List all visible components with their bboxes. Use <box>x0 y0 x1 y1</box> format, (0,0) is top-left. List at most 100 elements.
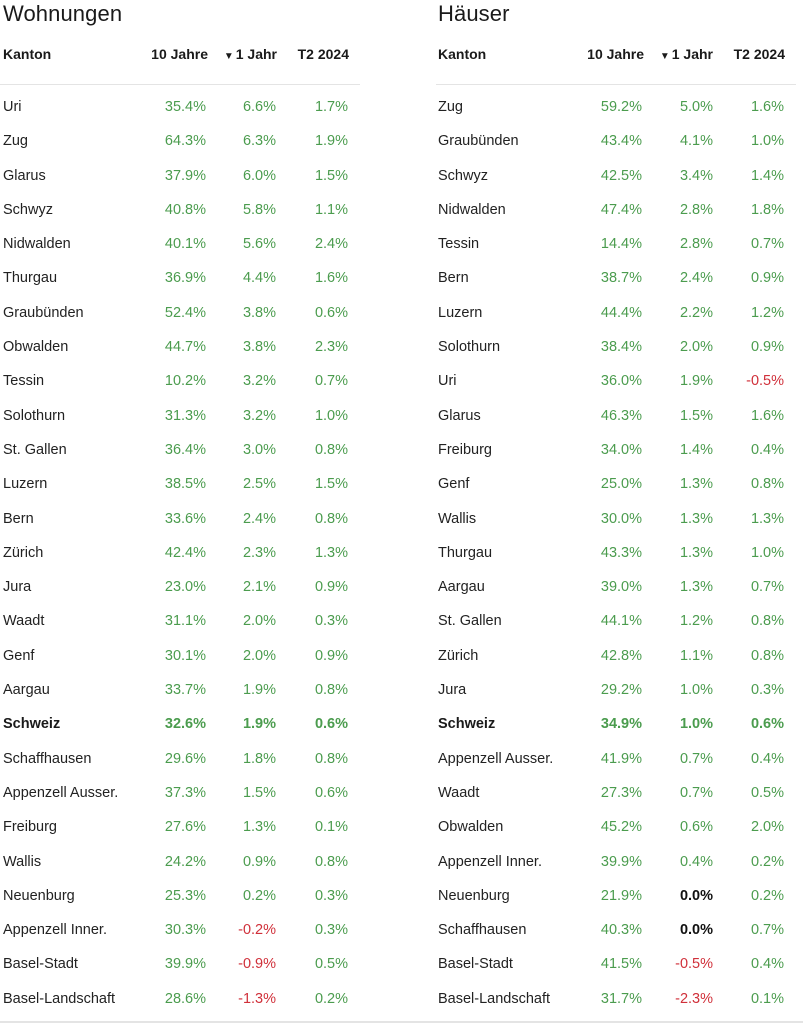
kanton-cell: Basel-Stadt <box>3 956 78 973</box>
t2-2024-cell: 0.2% <box>750 853 784 870</box>
zehn-jahre-cell: 27.6% <box>164 819 206 836</box>
ein-jahr-cell: 5.6% <box>242 236 276 253</box>
kanton-cell: Schweiz <box>3 716 61 733</box>
zehn-jahre-cell: 36.4% <box>164 441 206 458</box>
zehn-jahre-cell: 29.2% <box>600 682 642 699</box>
kanton-cell: Appenzell Inner. <box>3 922 107 939</box>
ein-jahr-cell: 0.6% <box>679 819 713 836</box>
ein-jahr-cell: 6.3% <box>242 133 276 150</box>
zehn-jahre-cell: 42.8% <box>600 647 642 664</box>
zehn-jahre-cell: 24.2% <box>164 853 206 870</box>
table-row: St. Gallen 36.4% 3.0% 0.8% <box>0 434 360 468</box>
zehn-jahre-cell: 44.4% <box>600 304 642 321</box>
zehn-jahre-cell: 38.5% <box>164 476 206 493</box>
ein-jahr-cell: 2.8% <box>679 236 713 253</box>
ein-jahr-cell: -0.2% <box>238 922 276 939</box>
t2-2024-cell: 0.5% <box>314 956 348 973</box>
zehn-jahre-cell: 30.1% <box>164 647 206 664</box>
kanton-cell: Zürich <box>438 647 479 664</box>
header-1-jahr[interactable]: ▼ 1 Jahr <box>660 46 713 62</box>
t2-2024-cell: 2.0% <box>750 819 784 836</box>
kanton-cell: St. Gallen <box>438 613 502 630</box>
table-row: Schweiz 32.6% 1.9% 0.6% <box>0 708 360 742</box>
kanton-cell: Bern <box>3 510 34 527</box>
bottom-divider <box>0 1021 803 1023</box>
kanton-cell: Appenzell Ausser. <box>438 750 554 767</box>
header-1-jahr-label: 1 Jahr <box>671 46 713 62</box>
zehn-jahre-cell: 37.9% <box>164 167 206 184</box>
ein-jahr-cell: 1.9% <box>242 682 276 699</box>
ein-jahr-cell: 1.8% <box>242 750 276 767</box>
kanton-cell: Aargau <box>3 682 50 699</box>
zehn-jahre-cell: 10.2% <box>164 373 206 390</box>
table-row: Neuenburg 25.3% 0.2% 0.3% <box>0 880 360 914</box>
zehn-jahre-cell: 37.3% <box>164 784 206 801</box>
t2-2024-cell: 0.9% <box>314 579 348 596</box>
ein-jahr-cell: 0.7% <box>679 750 713 767</box>
t2-2024-cell: 1.3% <box>750 510 784 527</box>
header-10-jahre[interactable]: 10 Jahre <box>587 46 644 62</box>
table-row: Glarus 46.3% 1.5% 1.6% <box>436 400 796 434</box>
ein-jahr-cell: 3.4% <box>679 167 713 184</box>
table-row: Solothurn 38.4% 2.0% 0.9% <box>436 331 796 365</box>
t2-2024-cell: 1.5% <box>314 167 348 184</box>
zehn-jahre-cell: 35.4% <box>164 99 206 115</box>
ein-jahr-cell: 1.3% <box>242 819 276 836</box>
sort-descending-icon: ▼ <box>223 51 234 62</box>
header-t2-2024[interactable]: T2 2024 <box>297 46 349 62</box>
kanton-cell: Schwyz <box>438 167 488 184</box>
header-kanton[interactable]: Kanton <box>3 46 52 62</box>
ein-jahr-cell: 1.9% <box>242 716 276 733</box>
kanton-cell: Solothurn <box>438 339 501 356</box>
t2-2024-cell: 0.8% <box>750 647 784 664</box>
t2-2024-cell: 0.3% <box>314 887 348 904</box>
t2-2024-cell: 0.9% <box>314 647 348 664</box>
ein-jahr-cell: 1.5% <box>679 407 713 424</box>
kanton-cell: Neuenburg <box>438 887 510 904</box>
kanton-cell: Genf <box>3 647 35 664</box>
header-10-jahre[interactable]: 10 Jahre <box>151 46 208 62</box>
table-row: Schweiz 34.9% 1.0% 0.6% <box>436 708 796 742</box>
table-row: Glarus 37.9% 6.0% 1.5% <box>0 160 360 194</box>
kanton-cell: Uri <box>3 99 22 115</box>
header-t2-2024[interactable]: T2 2024 <box>733 46 785 62</box>
kanton-cell: Bern <box>438 270 469 287</box>
t2-2024-cell: 0.8% <box>314 441 348 458</box>
kanton-cell: Schaffhausen <box>438 922 527 939</box>
t2-2024-cell: 1.6% <box>750 99 784 115</box>
table-row: Schwyz 42.5% 3.4% 1.4% <box>436 160 796 194</box>
ein-jahr-cell: 5.0% <box>679 99 713 115</box>
table-row: Appenzell Inner. 39.9% 0.4% 0.2% <box>436 846 796 880</box>
ein-jahr-cell: 2.0% <box>242 647 276 664</box>
kanton-cell: Graubünden <box>438 133 519 150</box>
table-row: Schwyz 40.8% 5.8% 1.1% <box>0 194 360 228</box>
t2-2024-cell: 0.4% <box>750 750 784 767</box>
zehn-jahre-cell: 33.6% <box>164 510 206 527</box>
zehn-jahre-cell: 42.4% <box>164 544 206 561</box>
t2-2024-cell: 1.0% <box>750 133 784 150</box>
ein-jahr-cell: 1.0% <box>679 682 713 699</box>
ein-jahr-cell: 0.0% <box>679 887 713 904</box>
ein-jahr-cell: 3.0% <box>242 441 276 458</box>
zehn-jahre-cell: 28.6% <box>164 990 206 1007</box>
ein-jahr-cell: 2.4% <box>679 270 713 287</box>
header-kanton[interactable]: Kanton <box>438 46 487 62</box>
table-row: Freiburg 27.6% 1.3% 0.1% <box>0 811 360 845</box>
ein-jahr-cell: 2.5% <box>242 476 276 493</box>
kanton-cell: Nidwalden <box>438 201 506 218</box>
kanton-cell: Appenzell Inner. <box>438 853 542 870</box>
ein-jahr-cell: 2.0% <box>679 339 713 356</box>
kanton-cell: Solothurn <box>3 407 66 424</box>
kanton-cell: Waadt <box>3 613 45 630</box>
t2-2024-cell: 0.6% <box>314 716 348 733</box>
table-row: Zug 64.3% 6.3% 1.9% <box>0 125 360 159</box>
zehn-jahre-cell: 52.4% <box>164 304 206 321</box>
t2-2024-cell: 0.8% <box>750 613 784 630</box>
ein-jahr-cell: 2.8% <box>679 201 713 218</box>
kanton-cell: Freiburg <box>438 441 492 458</box>
table-row: Basel-Landschaft 28.6% -1.3% 0.2% <box>0 983 360 1017</box>
table-row: Zug 59.2% 5.0% 1.6% <box>436 91 796 125</box>
header-1-jahr[interactable]: ▼ 1 Jahr <box>224 46 277 62</box>
table-row: Waadt 27.3% 0.7% 0.5% <box>436 777 796 811</box>
table-row: Wallis 30.0% 1.3% 1.3% <box>436 503 796 537</box>
